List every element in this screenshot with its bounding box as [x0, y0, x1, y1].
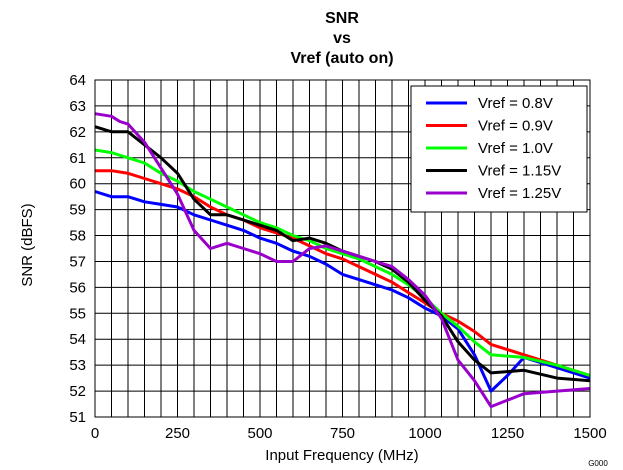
legend-label: Vref = 1.25V	[478, 185, 561, 202]
figure-code: G000	[588, 459, 608, 468]
plot-frame	[94, 79, 591, 418]
y-tick-label: 63	[69, 98, 86, 115]
y-axis-label: SNR (dBFS)	[19, 203, 36, 286]
y-tick-label: 52	[69, 383, 86, 400]
y-tick-label: 62	[69, 124, 86, 141]
x-tick-label: 500	[247, 425, 272, 442]
y-tick-label: 56	[69, 279, 86, 296]
x-tick-label: 750	[330, 425, 355, 442]
y-tick-label: 64	[69, 72, 86, 89]
plot-series	[94, 112, 591, 409]
x-tick-label: 1250	[491, 425, 524, 442]
x-tick-label: 250	[165, 425, 190, 442]
y-tick-label: 61	[69, 150, 86, 167]
legend-label: Vref = 0.9V	[478, 118, 553, 135]
y-tick-label: 60	[69, 176, 86, 193]
x-tick-label: 0	[91, 425, 99, 442]
chart-legend: Vref = 0.8V Vref = 0.9V Vref = 1.0V Vref = …	[410, 85, 588, 213]
legend-label: Vref = 1.0V	[478, 140, 553, 157]
y-tick-label: 58	[69, 228, 86, 245]
legend-label: Vref = 0.8V	[478, 95, 553, 112]
y-tick-label: 59	[69, 202, 86, 219]
chart-title-line-1: SNR	[325, 10, 359, 27]
series-line	[94, 148, 591, 377]
y-tick-label: 54	[69, 331, 86, 348]
y-tick-label: 55	[69, 305, 86, 322]
series-line	[94, 190, 591, 393]
y-tick-label: 57	[69, 253, 86, 270]
series-line	[94, 125, 591, 383]
x-tick-label: 1500	[573, 425, 606, 442]
x-axis-label: Input Frequency (MHz)	[265, 447, 418, 464]
legend-label: Vref = 1.15V	[478, 163, 561, 180]
y-tick-label: 53	[69, 357, 86, 374]
series-line	[95, 169, 591, 377]
y-tick-label: 51	[69, 409, 86, 426]
chart-title-line-2: vs	[333, 30, 351, 47]
x-tick-label: 1000	[408, 425, 441, 442]
axis-ticks: 0 250 500 750 1000 1250 1500 51 52 53 54 55 56 57 58 59…	[69, 72, 606, 442]
chart-title-line-3: Vref (auto on)	[290, 50, 393, 67]
series-line	[94, 112, 591, 409]
